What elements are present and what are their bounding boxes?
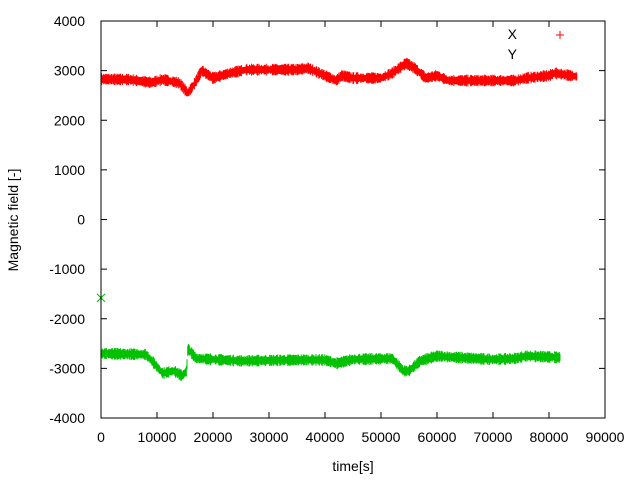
y-tick-label: -3000 [49, 360, 85, 376]
y-tick-label: 4000 [54, 13, 85, 29]
legend-sample-x [556, 31, 564, 39]
legend: X Y [508, 26, 564, 62]
x-tick-label: 90000 [586, 429, 625, 445]
x-tick-label: 80000 [530, 429, 569, 445]
x-tick-label: 30000 [250, 429, 289, 445]
y-tick-label: 1000 [54, 162, 85, 178]
y-tick-label: -2000 [49, 311, 85, 327]
series-y [96, 293, 561, 381]
y-tick-label: 3000 [54, 63, 85, 79]
y-tick-label: -4000 [49, 410, 85, 426]
x-tick-label: 20000 [194, 429, 233, 445]
x-tick-label: 0 [97, 429, 105, 445]
x-tick-label: 70000 [474, 429, 513, 445]
y-tick-label: 2000 [54, 112, 85, 128]
legend-label-y: Y [508, 46, 518, 62]
x-tick-label: 10000 [138, 429, 177, 445]
series-x [100, 57, 578, 97]
legend-label-x: X [508, 26, 518, 42]
x-axis-label: time[s] [332, 458, 373, 474]
x-tick-label: 60000 [418, 429, 457, 445]
x-tick-label: 40000 [306, 429, 345, 445]
y-axis-label: Magnetic field [-] [5, 169, 21, 272]
y-tick-label: 0 [77, 212, 85, 228]
y-tick-label: -1000 [49, 261, 85, 277]
x-tick-label: 50000 [362, 429, 401, 445]
